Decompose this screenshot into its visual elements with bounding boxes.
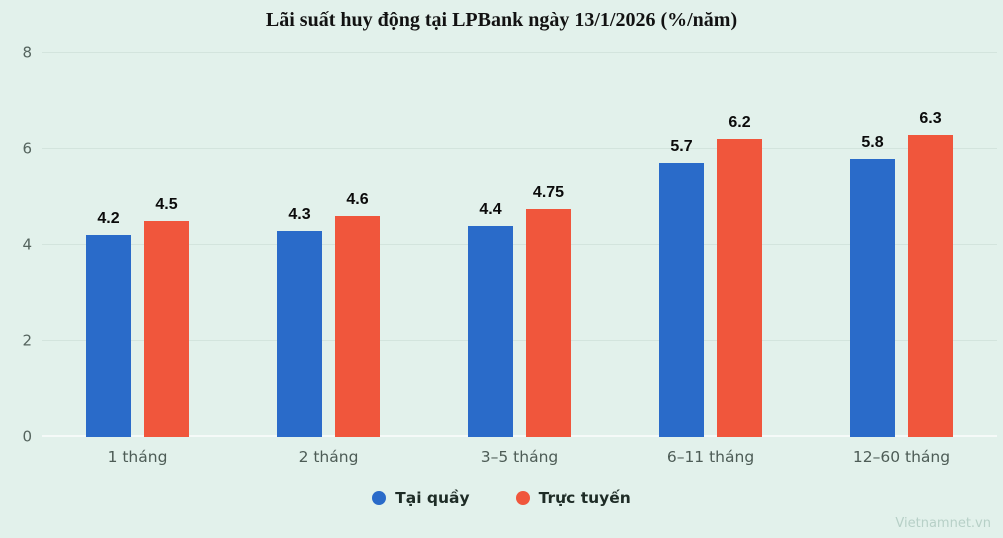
gridline-2 xyxy=(42,340,997,341)
bar-value-label: 4.6 xyxy=(346,191,369,208)
legend-item-2: Trực tuyến xyxy=(515,489,631,507)
bar-series-1-cat-5: 5.8 xyxy=(850,134,895,437)
bar-value-label: 4.5 xyxy=(155,196,178,213)
x-axis-label-4: 6–11 tháng xyxy=(666,448,755,466)
gridline-8 xyxy=(42,52,997,53)
bar-group-2: 4.3 4.6 xyxy=(233,53,424,437)
y-tick-label-8: 8 xyxy=(22,43,32,62)
bar-value-label: 6.2 xyxy=(728,114,751,131)
x-axis: 1 tháng 2 tháng 3–5 tháng 6–11 tháng 12–60 t… xyxy=(42,448,997,466)
bar-series-1-cat-4: 5.7 xyxy=(659,138,704,437)
bar-value-label: 5.8 xyxy=(861,134,884,151)
x-axis-label-1: 1 tháng xyxy=(107,448,168,466)
bar-series-2-cat-5: 6.3 xyxy=(908,110,953,437)
legend-item-label: Tại quầy xyxy=(395,489,470,507)
y-tick-label-0: 0 xyxy=(22,427,32,446)
bar-series-1-cat-1: 4.2 xyxy=(86,210,131,437)
bar-series-2-cat-3: 4.75 xyxy=(526,184,571,437)
plot-area: 4.2 4.5 4.3 4.6 4.4 4.75 5.7 6.2 5.8 6.3 xyxy=(42,52,997,437)
x-axis-label-5: 12–60 tháng xyxy=(852,448,951,466)
gridline-4 xyxy=(42,244,997,245)
bar-series-2-cat-4: 6.2 xyxy=(717,114,762,437)
y-tick-label-4: 4 xyxy=(22,235,32,254)
legend-dot-icon xyxy=(515,491,530,505)
bar-group-5: 5.8 6.3 xyxy=(806,53,997,437)
bar-series-2-cat-1: 4.5 xyxy=(144,196,189,437)
legend: Tại quầy Trực tuyến xyxy=(0,489,1003,507)
legend-dot-icon xyxy=(372,491,387,505)
legend-item-1: Tại quầy xyxy=(372,489,470,507)
bar-value-label: 6.3 xyxy=(919,110,942,127)
bar-group-3: 4.4 4.75 xyxy=(424,53,615,437)
bar-value-label: 5.7 xyxy=(670,138,693,155)
bar-group-4: 5.7 6.2 xyxy=(615,53,806,437)
bar-series-1-cat-2: 4.3 xyxy=(277,206,322,437)
y-axis: 0 2 4 6 8 xyxy=(6,45,32,444)
bar-value-label: 4.2 xyxy=(97,210,120,227)
bar-group-1: 4.2 4.5 xyxy=(42,53,233,437)
y-tick-label-6: 6 xyxy=(22,139,32,158)
x-axis-label-3: 3–5 tháng xyxy=(480,448,559,466)
gridline-0 xyxy=(42,435,997,437)
legend-item-label: Trực tuyến xyxy=(538,489,631,507)
bar-series-1-cat-3: 4.4 xyxy=(468,201,513,437)
bar-series-2-cat-2: 4.6 xyxy=(335,191,380,437)
y-tick-label-2: 2 xyxy=(22,331,32,350)
bar-value-label: 4.3 xyxy=(288,206,311,223)
bar-value-label: 4.4 xyxy=(479,201,502,218)
bar-value-label: 4.75 xyxy=(532,184,565,201)
chart-title: Lãi suất huy động tại LPBank ngày 13/1/2… xyxy=(265,9,738,31)
x-axis-label-2: 2 tháng xyxy=(298,448,359,466)
watermark: Vietnamnet.vn xyxy=(895,516,991,531)
gridline-6 xyxy=(42,148,997,149)
